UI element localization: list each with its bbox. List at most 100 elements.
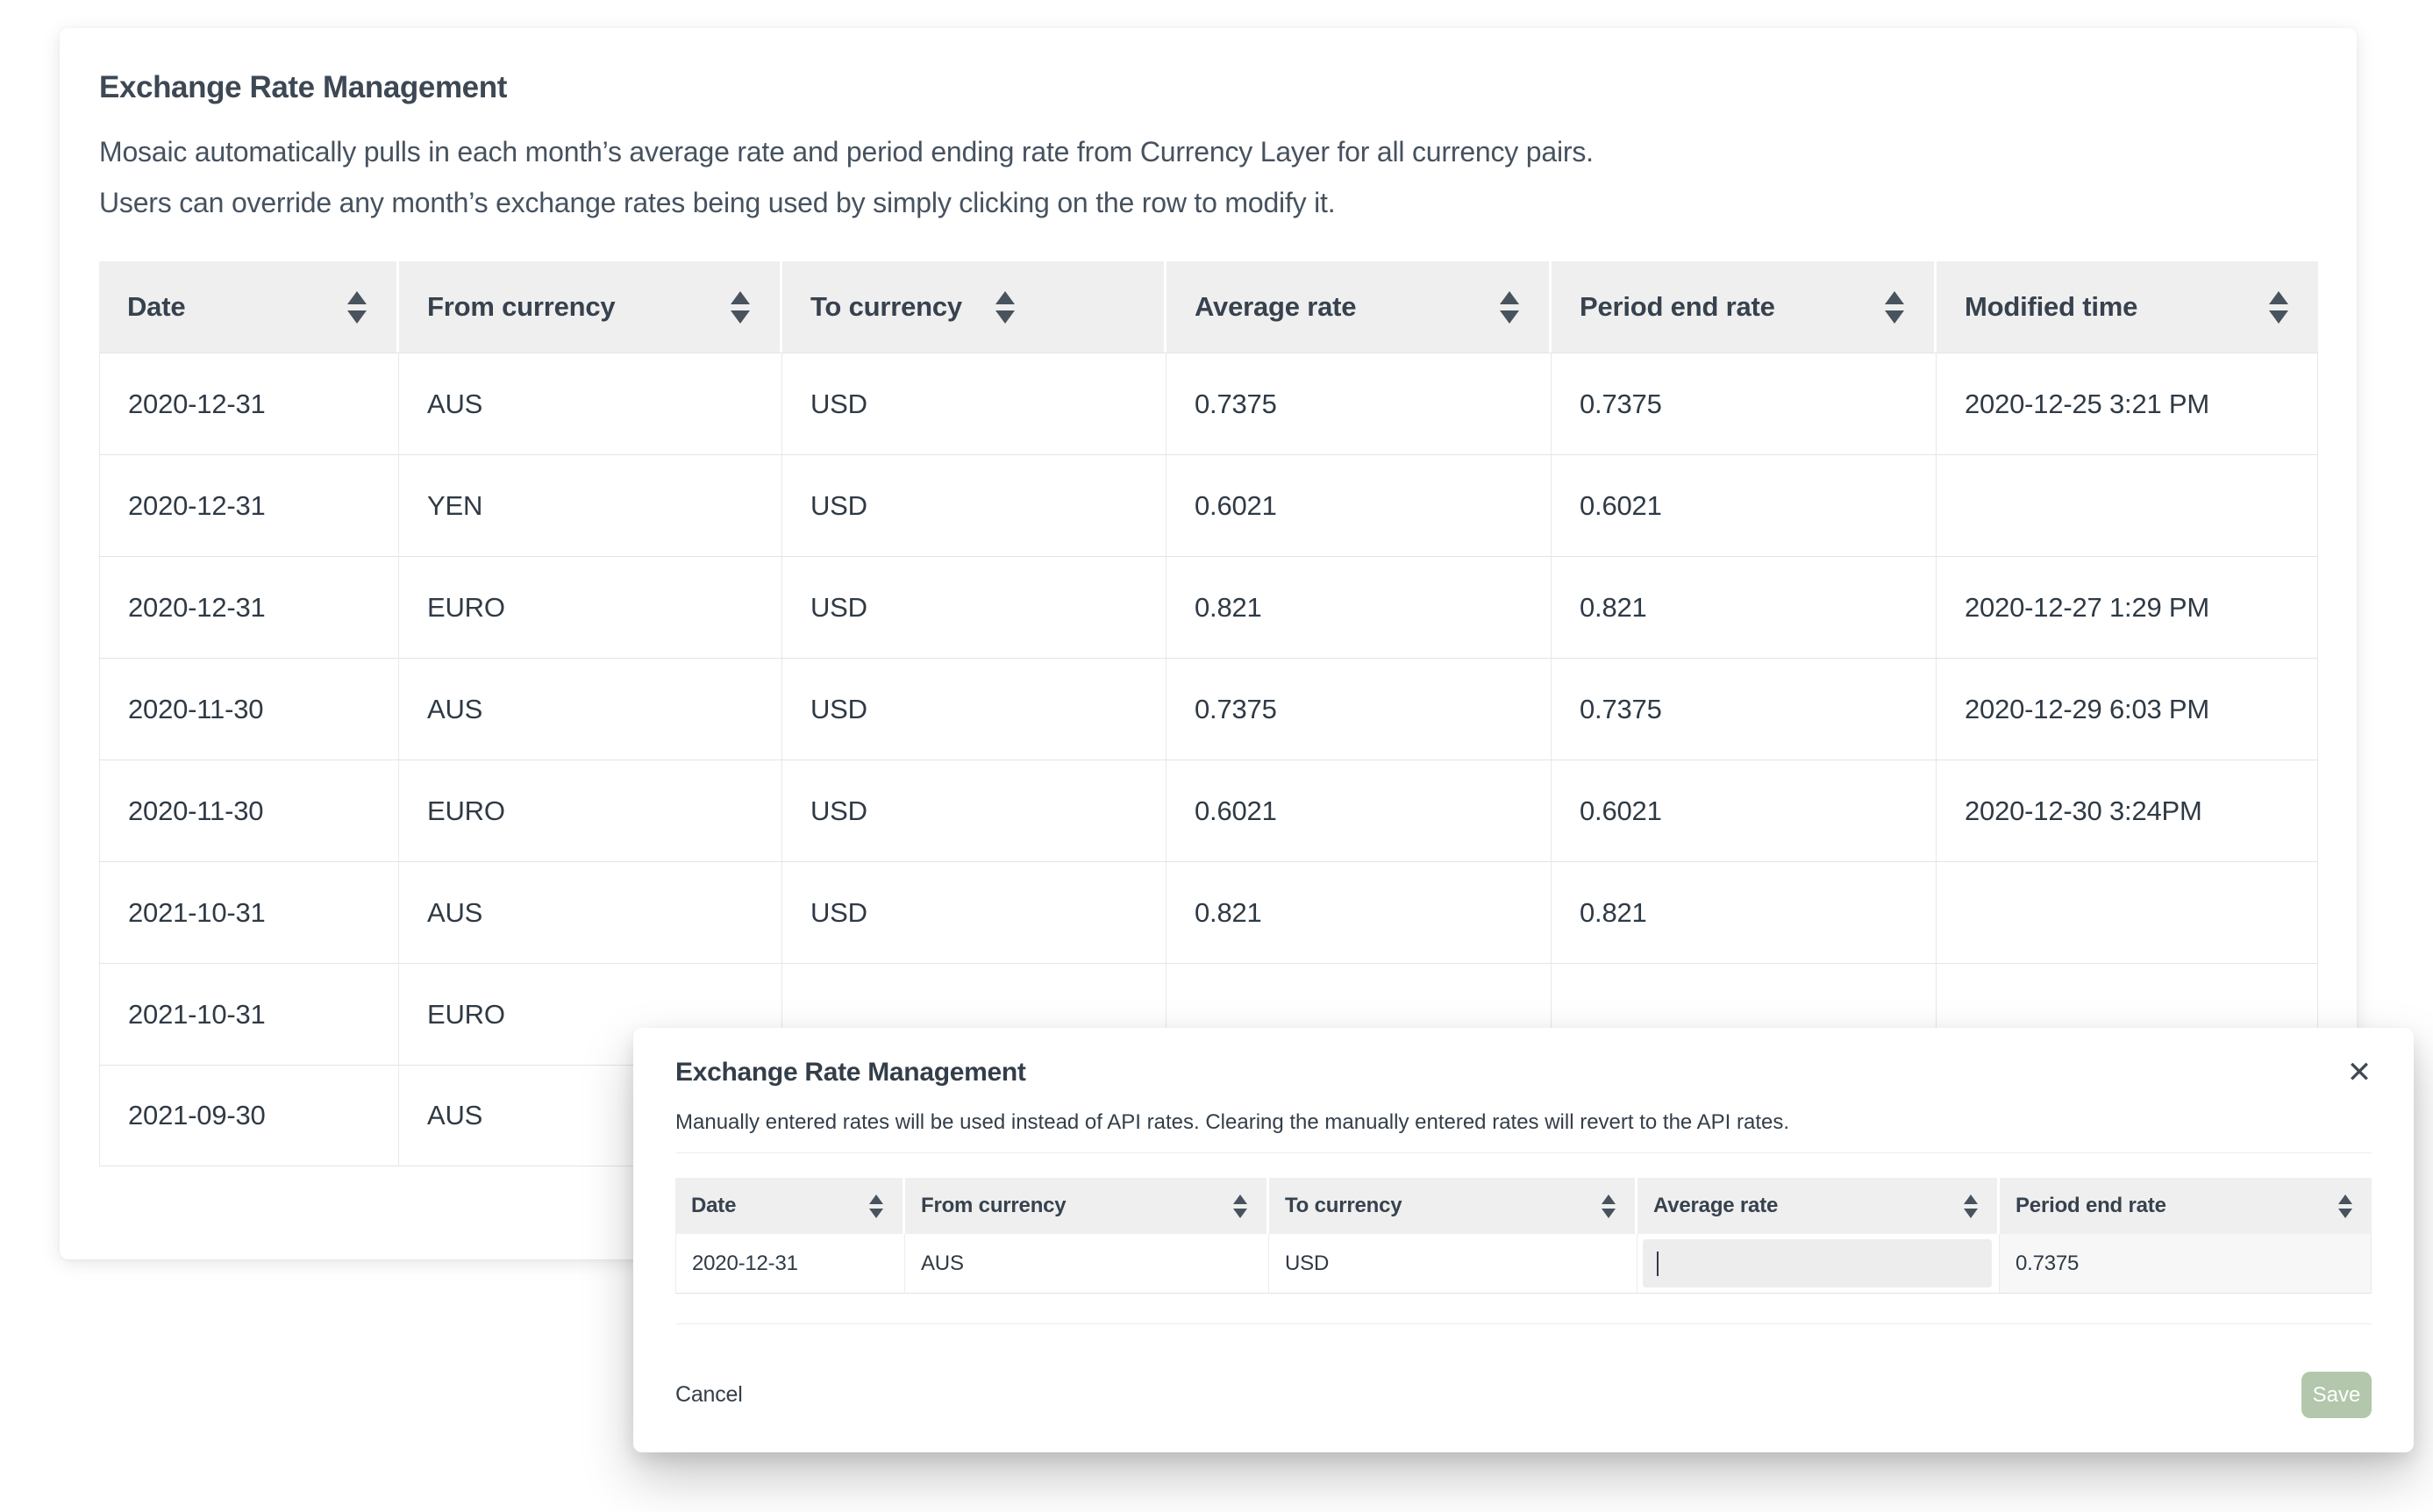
sort-down-icon	[347, 310, 367, 324]
cell-average-rate: 0.821	[1167, 556, 1552, 658]
cell-date: 2020-11-30	[99, 760, 399, 861]
cell-date: 2020-11-30	[99, 658, 399, 760]
column-header-to-currency[interactable]: To currency	[782, 261, 1167, 353]
sort-icon	[1885, 290, 1904, 324]
sort-icon	[347, 290, 367, 324]
cell-date: 2020-12-31	[99, 353, 399, 454]
cell-from-currency: AUS	[399, 658, 782, 760]
description-line-1: Mosaic automatically pulls in each month…	[99, 136, 1594, 168]
table-row[interactable]: 2020-11-30 EURO USD 0.6021 0.6021 2020-1…	[99, 760, 2318, 861]
column-header-modified-time[interactable]: Modified time	[1937, 261, 2318, 353]
sort-up-icon	[869, 1194, 883, 1204]
cell-average-rate: 0.6021	[1167, 454, 1552, 556]
column-label: Period end rate	[2016, 1194, 2166, 1217]
sort-icon	[2269, 290, 2288, 324]
cell-date: 2021-10-31	[99, 963, 399, 1065]
column-label: Average rate	[1195, 291, 1357, 322]
sort-down-icon	[995, 310, 1015, 324]
sort-icon	[731, 290, 750, 324]
sort-up-icon	[731, 290, 750, 304]
modal-column-header-to-currency[interactable]: To currency	[1269, 1178, 1637, 1234]
table-row[interactable]: 2021-10-31 AUS USD 0.821 0.821	[99, 861, 2318, 963]
column-label: Date	[691, 1194, 737, 1217]
cell-modified-time: 2020-12-25 3:21 PM	[1937, 353, 2318, 454]
sort-down-icon	[1233, 1208, 1247, 1218]
sort-icon	[1602, 1194, 1616, 1218]
modal-footer-divider	[675, 1323, 2372, 1324]
cell-to-currency: USD	[782, 454, 1167, 556]
page-title: Exchange Rate Management	[99, 70, 507, 104]
table-row[interactable]: 2020-12-31 EURO USD 0.821 0.821 2020-12-…	[99, 556, 2318, 658]
modal-column-header-average-rate[interactable]: Average rate	[1637, 1178, 2000, 1234]
cell-modified-time: 2020-12-30 3:24PM	[1937, 760, 2318, 861]
cell-average-rate: 0.7375	[1167, 658, 1552, 760]
table-header-row: Date From currency To currency Average r…	[99, 261, 2318, 353]
column-label: From currency	[921, 1194, 1067, 1217]
column-header-from-currency[interactable]: From currency	[399, 261, 782, 353]
sort-up-icon	[1500, 290, 1519, 304]
sort-down-icon	[1885, 310, 1904, 324]
sort-up-icon	[2269, 290, 2288, 304]
cell-date: 2021-09-30	[99, 1065, 399, 1166]
sort-icon	[1500, 290, 1519, 324]
table-row[interactable]: 2020-11-30 AUS USD 0.7375 0.7375 2020-12…	[99, 658, 2318, 760]
sort-down-icon	[2269, 310, 2288, 324]
sort-icon	[995, 290, 1015, 324]
cell-average-rate: 0.6021	[1167, 760, 1552, 861]
modal-column-header-date[interactable]: Date	[675, 1178, 905, 1234]
modal-title: Exchange Rate Management	[675, 1058, 1026, 1087]
cell-from-currency: AUS	[399, 353, 782, 454]
save-button[interactable]: Save	[2301, 1372, 2372, 1418]
sort-up-icon	[2338, 1194, 2352, 1204]
cancel-button[interactable]: Cancel	[675, 1382, 743, 1407]
sort-down-icon	[731, 310, 750, 324]
cell-to-currency: USD	[782, 353, 1167, 454]
column-header-period-end-rate[interactable]: Period end rate	[1552, 261, 1937, 353]
sort-icon	[1233, 1194, 1247, 1218]
modal-cell-date: 2020-12-31	[675, 1234, 905, 1294]
cell-from-currency: YEN	[399, 454, 782, 556]
cell-to-currency: USD	[782, 861, 1167, 963]
table-row[interactable]: 2020-12-31 YEN USD 0.6021 0.6021	[99, 454, 2318, 556]
column-label: To currency	[810, 291, 962, 322]
cell-average-rate: 0.821	[1167, 861, 1552, 963]
sort-down-icon	[1602, 1208, 1616, 1218]
table-row[interactable]: 2020-12-31 AUS USD 0.7375 0.7375 2020-12…	[99, 353, 2318, 454]
cell-period-end-rate: 0.6021	[1552, 454, 1937, 556]
cell-from-currency: EURO	[399, 760, 782, 861]
sort-up-icon	[1885, 290, 1904, 304]
cell-to-currency: USD	[782, 760, 1167, 861]
cell-to-currency: USD	[782, 658, 1167, 760]
sort-up-icon	[995, 290, 1015, 304]
column-header-date[interactable]: Date	[99, 261, 399, 353]
sort-up-icon	[1602, 1194, 1616, 1204]
cell-period-end-rate: 0.7375	[1552, 658, 1937, 760]
close-icon[interactable]: ✕	[2346, 1056, 2372, 1089]
sort-up-icon	[347, 290, 367, 304]
modal-divider	[675, 1152, 2372, 1153]
sort-icon	[1964, 1194, 1978, 1218]
column-label: Average rate	[1653, 1194, 1779, 1217]
sort-down-icon	[869, 1208, 883, 1218]
average-rate-input[interactable]	[1643, 1239, 1992, 1287]
exchange-rate-card: Exchange Rate Management Mosaic automati…	[60, 28, 2357, 1259]
modal-cell-period-end-rate: 0.7375	[2000, 1234, 2372, 1294]
modal-cell-from-currency: AUS	[905, 1234, 1269, 1294]
column-header-average-rate[interactable]: Average rate	[1167, 261, 1552, 353]
cell-date: 2020-12-31	[99, 556, 399, 658]
modal-description: Manually entered rates will be used inst…	[675, 1110, 1789, 1134]
cell-period-end-rate: 0.821	[1552, 556, 1937, 658]
cell-modified-time	[1937, 454, 2318, 556]
sort-down-icon	[2338, 1208, 2352, 1218]
modal-cell-average-rate	[1637, 1234, 2000, 1294]
modal-column-header-from-currency[interactable]: From currency	[905, 1178, 1269, 1234]
column-label: From currency	[427, 291, 616, 322]
sort-icon	[2338, 1194, 2352, 1218]
cell-modified-time	[1937, 861, 2318, 963]
sort-icon	[869, 1194, 883, 1218]
cell-period-end-rate: 0.6021	[1552, 760, 1937, 861]
modal-column-header-period-end-rate[interactable]: Period end rate	[2000, 1178, 2372, 1234]
sort-up-icon	[1964, 1194, 1978, 1204]
description-line-2: Users can override any month’s exchange …	[99, 187, 1336, 218]
sort-down-icon	[1964, 1208, 1978, 1218]
